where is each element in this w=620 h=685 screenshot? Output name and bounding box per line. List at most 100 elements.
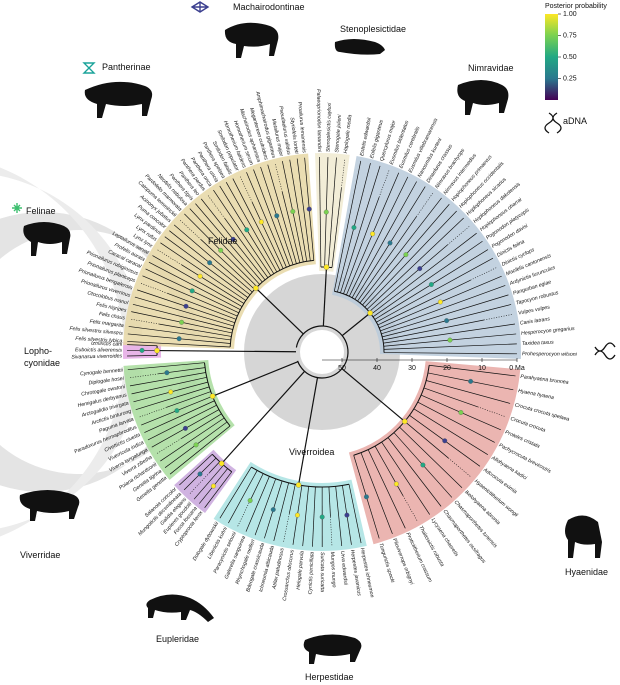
branch (274, 162, 283, 192)
time-tick-label: 0 Ma (509, 365, 525, 372)
time-tick-label: 50 (338, 365, 346, 372)
silhouette (23, 222, 71, 256)
taxon-label: Palaeoprionodon lamandini (315, 89, 322, 153)
group-label: Nimravidae (468, 63, 514, 73)
node-dot (183, 303, 189, 309)
branch (322, 267, 328, 327)
branch (157, 349, 297, 353)
branch (200, 239, 255, 290)
node-dot (168, 389, 174, 395)
node-dot (174, 408, 180, 414)
colorbar (545, 14, 558, 100)
branch (372, 240, 483, 318)
branch (166, 391, 211, 408)
branch (142, 275, 238, 317)
branch (167, 293, 237, 320)
branch (209, 461, 220, 473)
icon (12, 203, 22, 213)
silhouette (84, 81, 153, 118)
branch (144, 400, 215, 433)
branch (160, 417, 225, 462)
branch (232, 178, 281, 271)
taxon-label: Felis chaus (98, 311, 125, 321)
branch (341, 312, 371, 337)
branch (426, 380, 511, 404)
branch (402, 495, 419, 523)
taxon-label: Stenoplesictis cayluxi (325, 102, 333, 152)
taxon-label: Helogale parvula (296, 551, 306, 590)
branch (483, 313, 514, 321)
branch (219, 466, 252, 519)
branch (470, 266, 498, 281)
node-dot (247, 498, 253, 503)
group-label: Viverroidea (289, 447, 334, 457)
node-dot (164, 370, 170, 376)
age-ring (300, 330, 344, 374)
branch (330, 516, 333, 547)
branch (135, 386, 210, 410)
taxon-label: Euboictis aliverensis (75, 347, 122, 353)
branch (129, 372, 206, 387)
branch (341, 158, 346, 189)
node-dot (182, 425, 188, 431)
node-dot (258, 219, 264, 225)
branch (381, 294, 509, 335)
silhouette (146, 594, 214, 622)
branch (195, 203, 263, 283)
branch (423, 387, 478, 408)
taxon-label: Tungurictis spocki (377, 542, 395, 584)
branch (328, 486, 331, 517)
taxon-label: Suricata suricatta (319, 552, 325, 592)
colorbar-tick-label: 0.25 (563, 75, 577, 82)
node-dot (442, 438, 448, 444)
branch (267, 164, 297, 264)
branch (360, 452, 393, 534)
branch (169, 425, 231, 475)
branch (416, 191, 434, 217)
branch (383, 323, 516, 344)
node-dot (403, 252, 409, 258)
branch (331, 188, 342, 268)
branch (312, 486, 316, 547)
node-dot (295, 482, 302, 488)
branch (173, 224, 253, 293)
branch (343, 197, 380, 294)
taxon-label: Proailurus lemanensis (296, 102, 307, 154)
branch (376, 257, 494, 323)
node-dot (437, 299, 443, 305)
branch (181, 413, 222, 439)
branch (132, 303, 233, 330)
branch (359, 197, 442, 304)
node-dot (294, 512, 300, 518)
silhouette (224, 22, 279, 58)
time-tick-label: 10 (478, 365, 486, 372)
silhouette (19, 490, 80, 521)
branch (368, 244, 448, 313)
icon-label: Felinae (26, 206, 56, 216)
node-dot (218, 247, 224, 253)
node-dot (420, 462, 426, 468)
time-tick-label: 30 (408, 365, 416, 372)
node-dot (468, 378, 474, 384)
branch (447, 225, 471, 246)
branch (236, 500, 251, 528)
node-dot (444, 318, 450, 324)
node-dot (210, 483, 216, 489)
branch (327, 157, 337, 268)
branch (193, 464, 224, 500)
branch (367, 449, 406, 529)
branch (382, 319, 484, 341)
branch (128, 326, 231, 341)
branch (378, 168, 390, 198)
silhouette (334, 39, 385, 55)
group-label: Eupleridae (156, 634, 199, 644)
node-dot (139, 347, 145, 353)
branch (249, 473, 264, 501)
node-dot (193, 442, 199, 448)
branch (131, 376, 207, 395)
branch (302, 486, 309, 547)
taxon-label: Canis latrans (520, 316, 551, 326)
group-label: Viverridae (20, 550, 60, 560)
node-dot (319, 514, 325, 520)
branch (164, 236, 249, 298)
